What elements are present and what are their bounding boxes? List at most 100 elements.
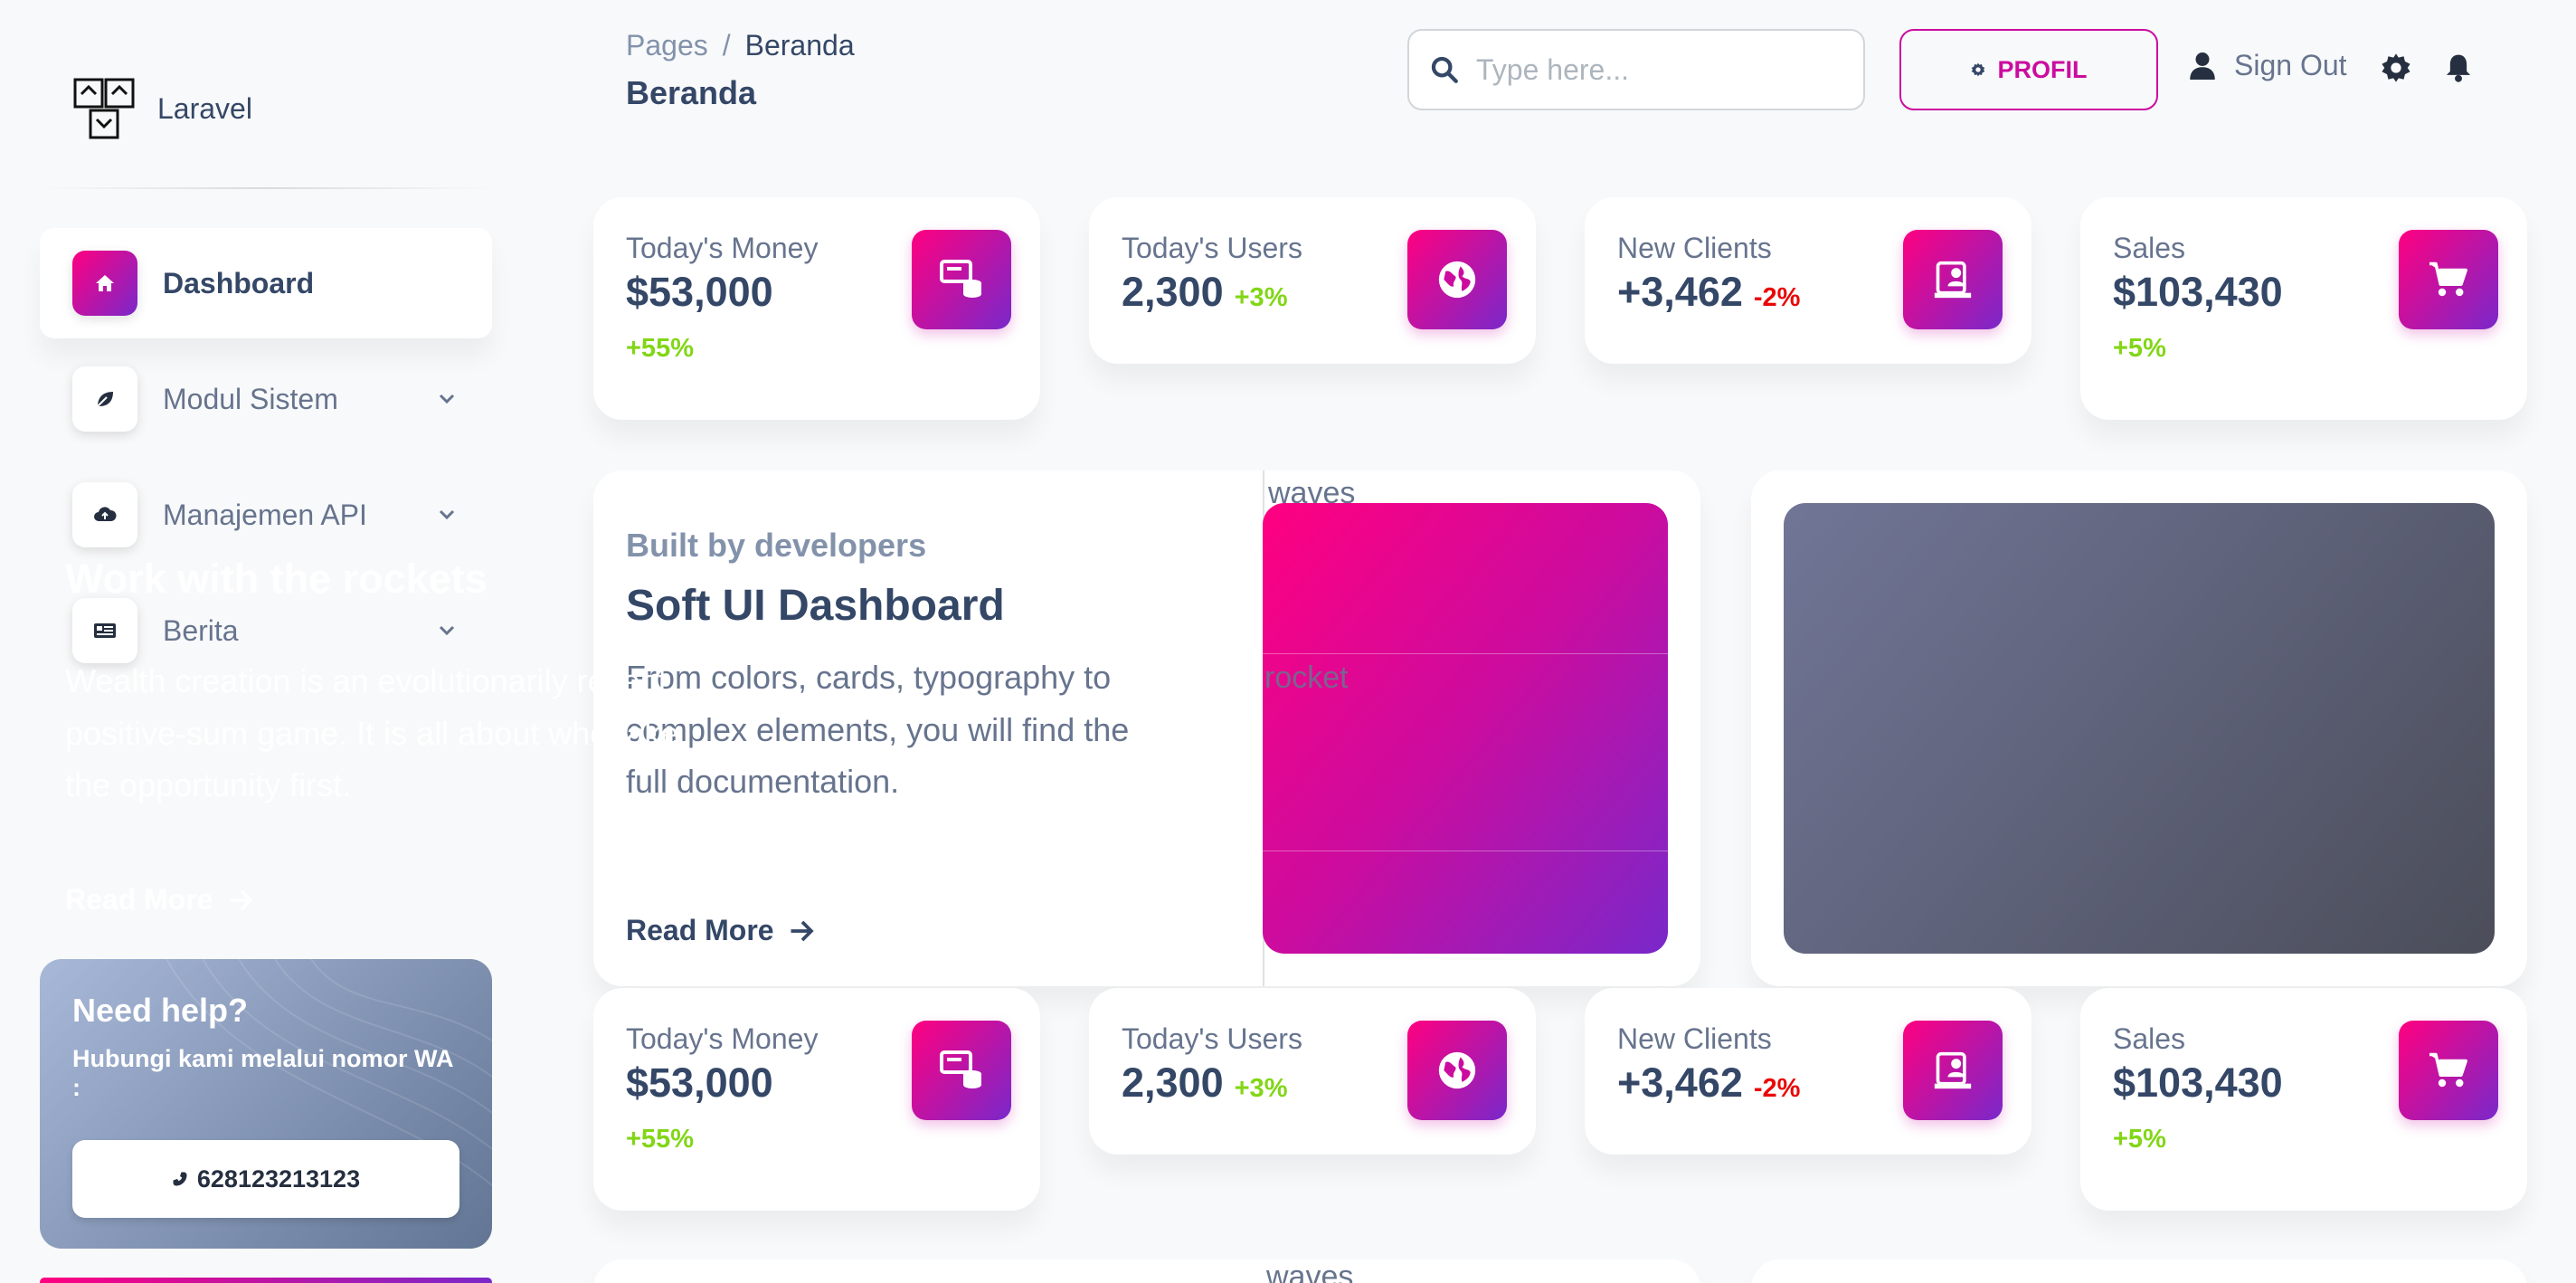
stat-value: +3,462 -2% xyxy=(1617,1060,1999,1107)
stat-card-money: Today's Money $53,000 +55% xyxy=(593,197,1040,420)
dev-card-overline: Built by developers xyxy=(626,527,927,564)
money-icon xyxy=(912,1021,1011,1120)
breadcrumb: Pages / Beranda xyxy=(626,29,855,62)
stat-change: +5% xyxy=(2113,1125,2166,1154)
sidebar: Laravel Dashboard Modul Sistem Manajemen… xyxy=(0,0,525,1283)
brand-name: Laravel xyxy=(157,91,252,125)
dev-read-more-link[interactable]: Read More xyxy=(626,914,816,947)
stat-change: +3% xyxy=(1234,283,1288,312)
stat-change: -2% xyxy=(1753,283,1801,312)
breadcrumb-current: Beranda xyxy=(744,29,855,62)
built-by-developers-card: Built by developers Soft UI Dashboard Fr… xyxy=(593,470,1700,986)
bell-icon[interactable] xyxy=(2444,52,2473,88)
search-box[interactable] xyxy=(1407,29,1865,110)
read-more-label: Read More xyxy=(65,883,213,916)
newspaper-icon xyxy=(72,598,137,663)
stat-card-sales: Sales $103,430 +5% xyxy=(2080,197,2527,420)
stat-change: -2% xyxy=(1753,1074,1801,1103)
sidebar-item-label: Manajemen API xyxy=(163,498,367,531)
stat-label: Today's Users xyxy=(1122,232,1302,264)
whatsapp-phone-button[interactable]: 628123213123 xyxy=(72,1140,459,1218)
stat-value: 2,300 +3% xyxy=(1122,1060,1503,1107)
sidebar-bottom-button[interactable] xyxy=(40,1278,492,1283)
work-with-rockets-card xyxy=(1751,470,2527,986)
sidebar-item-manajemen-api[interactable]: Manajemen API xyxy=(40,460,492,570)
stat-label: Today's Money xyxy=(626,232,819,264)
stat-label: New Clients xyxy=(1617,1022,1772,1055)
page-title: Beranda xyxy=(626,74,757,111)
stat-number: $103,430 xyxy=(2113,1060,2283,1106)
clients-icon xyxy=(1903,230,2003,329)
help-card: Need help? Hubungi kami melalui nomor WA… xyxy=(40,959,492,1249)
stat-label: Today's Money xyxy=(626,1022,819,1055)
dev-card-gradient-image: rocket xyxy=(1263,503,1668,954)
profil-label: PROFIL xyxy=(1997,55,2088,83)
globe-icon xyxy=(1407,230,1507,329)
money-icon xyxy=(912,230,1011,329)
stat-value: +3,462 -2% xyxy=(1617,269,1999,316)
dev-card-title: Soft UI Dashboard xyxy=(626,582,1005,630)
stat-card-sales: Sales $103,430 +5% xyxy=(2080,988,2527,1211)
globe-icon xyxy=(1407,1021,1507,1120)
sidebar-divider xyxy=(40,187,492,189)
stat-card-users: Today's Users 2,300 +3% xyxy=(1089,988,1536,1155)
phone-icon xyxy=(173,1172,187,1186)
stat-change: +55% xyxy=(626,334,694,363)
stat-number: $103,430 xyxy=(2113,269,2283,315)
stat-card-money: Today's Money $53,000 +55% xyxy=(593,988,1040,1211)
stat-change: +3% xyxy=(1234,1074,1288,1103)
sign-out-link[interactable]: Sign Out xyxy=(2189,49,2347,82)
cloud-upload-icon xyxy=(72,482,137,547)
sign-out-label: Sign Out xyxy=(2234,49,2347,81)
sidebar-item-berita[interactable]: Berita xyxy=(40,575,492,686)
stat-change: +5% xyxy=(2113,334,2166,363)
sidebar-item-label: Dashboard xyxy=(163,266,315,299)
laravel-logo-icon xyxy=(73,78,135,139)
rocket-card-background xyxy=(1784,503,2495,954)
leaf-icon xyxy=(72,366,137,432)
chevron-down-icon[interactable] xyxy=(434,502,459,527)
stat-number: 2,300 xyxy=(1122,269,1224,315)
stat-number: +3,462 xyxy=(1617,269,1743,315)
rocket-card-text: Wealth creation is an evolutionarily rec… xyxy=(65,662,679,804)
stat-label: New Clients xyxy=(1617,232,1772,264)
rocket-read-more-link[interactable]: Read More xyxy=(65,883,255,917)
stat-label: Sales xyxy=(2113,1022,2186,1055)
dev-card-text: From colors, cards, typography to comple… xyxy=(626,659,1130,801)
phone-number: 628123213123 xyxy=(196,1164,361,1193)
gradient-divider xyxy=(1263,653,1668,654)
arrow-right-icon xyxy=(230,889,253,910)
stat-value: 2,300 +3% xyxy=(1122,269,1503,316)
stat-value: $53,000 xyxy=(626,1060,1008,1107)
sidebar-item-label: Berita xyxy=(163,613,239,647)
stat-value: $53,000 xyxy=(626,269,1008,316)
sidebar-item-modul-sistem[interactable]: Modul Sistem xyxy=(40,344,492,454)
breadcrumb-pages[interactable]: Pages xyxy=(626,29,708,62)
stat-number: +3,462 xyxy=(1617,1060,1743,1106)
stat-card-clients: New Clients +3,462 -2% xyxy=(1585,197,2031,364)
settings-gear-icon[interactable] xyxy=(2381,52,2411,88)
arrow-right-icon xyxy=(791,920,814,941)
search-input[interactable] xyxy=(1476,52,1838,87)
stat-card-users: Today's Users 2,300 +3% xyxy=(1089,197,1536,364)
work-with-rockets-card-partial xyxy=(1751,1259,2527,1283)
sidebar-item-dashboard[interactable]: Dashboard xyxy=(40,228,492,338)
stat-card-clients: New Clients +3,462 -2% xyxy=(1585,988,2031,1155)
profil-button[interactable]: PROFIL xyxy=(1899,29,2158,110)
brand[interactable]: Laravel xyxy=(72,76,252,141)
waves-image-alt: waves xyxy=(1266,1259,1354,1283)
stat-value: $103,430 xyxy=(2113,1060,2495,1107)
chevron-down-icon[interactable] xyxy=(434,618,459,643)
help-title: Need help? xyxy=(72,992,249,1029)
stat-number: 2,300 xyxy=(1122,1060,1224,1106)
stat-number: $53,000 xyxy=(626,269,773,315)
stat-change: +55% xyxy=(626,1125,694,1154)
user-icon xyxy=(2190,52,2215,80)
search-icon xyxy=(1431,56,1458,83)
stat-value: $103,430 xyxy=(2113,269,2495,316)
rocket-image-alt: rocket xyxy=(1264,661,1349,695)
stat-label: Today's Users xyxy=(1122,1022,1302,1055)
chevron-down-icon[interactable] xyxy=(434,386,459,412)
built-by-developers-card-partial xyxy=(593,1259,1700,1283)
cart-icon xyxy=(2399,230,2498,329)
